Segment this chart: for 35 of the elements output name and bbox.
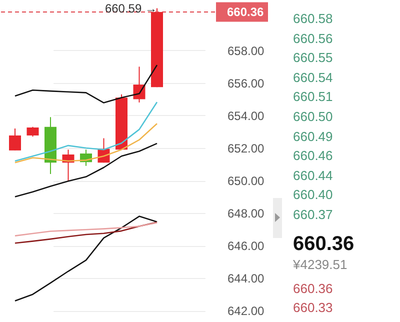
text: 660.46 xyxy=(293,148,333,164)
line-series xyxy=(14,142,158,198)
y-tick-label: 642.00 xyxy=(228,304,265,318)
text: 660.40 xyxy=(293,187,333,202)
y-tick-label: 658.00 xyxy=(228,44,265,58)
y-tick-label: 652.00 xyxy=(228,141,265,156)
text: 660.50 xyxy=(293,109,333,124)
y-tick-label: 654.00 xyxy=(228,108,265,123)
text: 660.37 xyxy=(293,207,333,222)
text: 660.44 xyxy=(293,168,333,183)
line-series xyxy=(14,101,158,162)
line-series xyxy=(14,222,158,244)
y-tick-label: 644.00 xyxy=(228,272,265,286)
candlestick xyxy=(26,126,39,138)
text: 660.36 xyxy=(293,280,333,296)
text: 660.54 xyxy=(293,70,333,85)
text: 660.36 xyxy=(293,232,354,255)
y-tick-label: 650.00 xyxy=(228,174,265,188)
text: ¥4239.51 xyxy=(293,256,348,272)
line-series xyxy=(14,216,158,302)
text: 660.58 xyxy=(293,11,333,26)
text: 660.55 xyxy=(293,50,333,66)
line-series xyxy=(14,64,158,104)
text: 660.33 xyxy=(293,300,333,316)
y-tick-label: 648.00 xyxy=(228,206,265,221)
line-series xyxy=(14,222,158,236)
text: 660.56 xyxy=(293,30,333,46)
text: 660.49 xyxy=(293,128,333,144)
y-tick-label: 656.00 xyxy=(228,76,265,90)
y-tick-label: 646.00 xyxy=(228,239,265,254)
text: 660.51 xyxy=(293,89,333,104)
ref-line-label: 660.36 xyxy=(227,5,264,20)
annotation: 660.59 → xyxy=(104,1,157,16)
line-series xyxy=(14,122,158,164)
candlestick xyxy=(9,128,21,151)
